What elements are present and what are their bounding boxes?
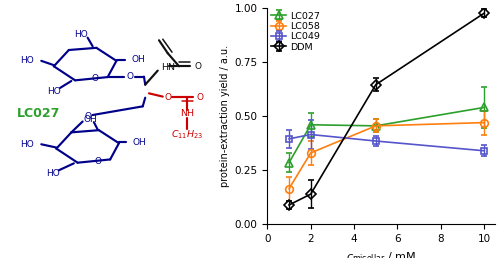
Text: HO: HO: [47, 87, 60, 96]
Text: LC027: LC027: [17, 107, 60, 120]
Text: HO: HO: [46, 169, 60, 178]
X-axis label: $c_\mathregular{micellar}$ / mM: $c_\mathregular{micellar}$ / mM: [346, 250, 416, 258]
Text: HN: HN: [162, 63, 175, 72]
Text: HO: HO: [74, 30, 88, 39]
Text: O: O: [196, 93, 203, 102]
Legend: LC027, LC058, LC049, DDM: LC027, LC058, LC049, DDM: [270, 11, 321, 53]
Text: O: O: [164, 93, 172, 102]
Text: OH: OH: [84, 115, 97, 124]
Text: O: O: [94, 157, 101, 166]
Text: OH: OH: [132, 138, 146, 147]
Text: O: O: [126, 72, 134, 81]
Text: O: O: [92, 74, 98, 83]
Text: $C_{11}H_{23}$: $C_{11}H_{23}$: [171, 128, 203, 141]
Text: O: O: [84, 112, 91, 120]
Text: O: O: [194, 62, 201, 71]
Text: HO: HO: [20, 140, 34, 149]
Text: OH: OH: [132, 55, 145, 64]
Text: HO: HO: [20, 56, 34, 65]
Y-axis label: protein-extraction yield / a.u.: protein-extraction yield / a.u.: [220, 45, 230, 187]
Text: NH: NH: [180, 109, 194, 118]
